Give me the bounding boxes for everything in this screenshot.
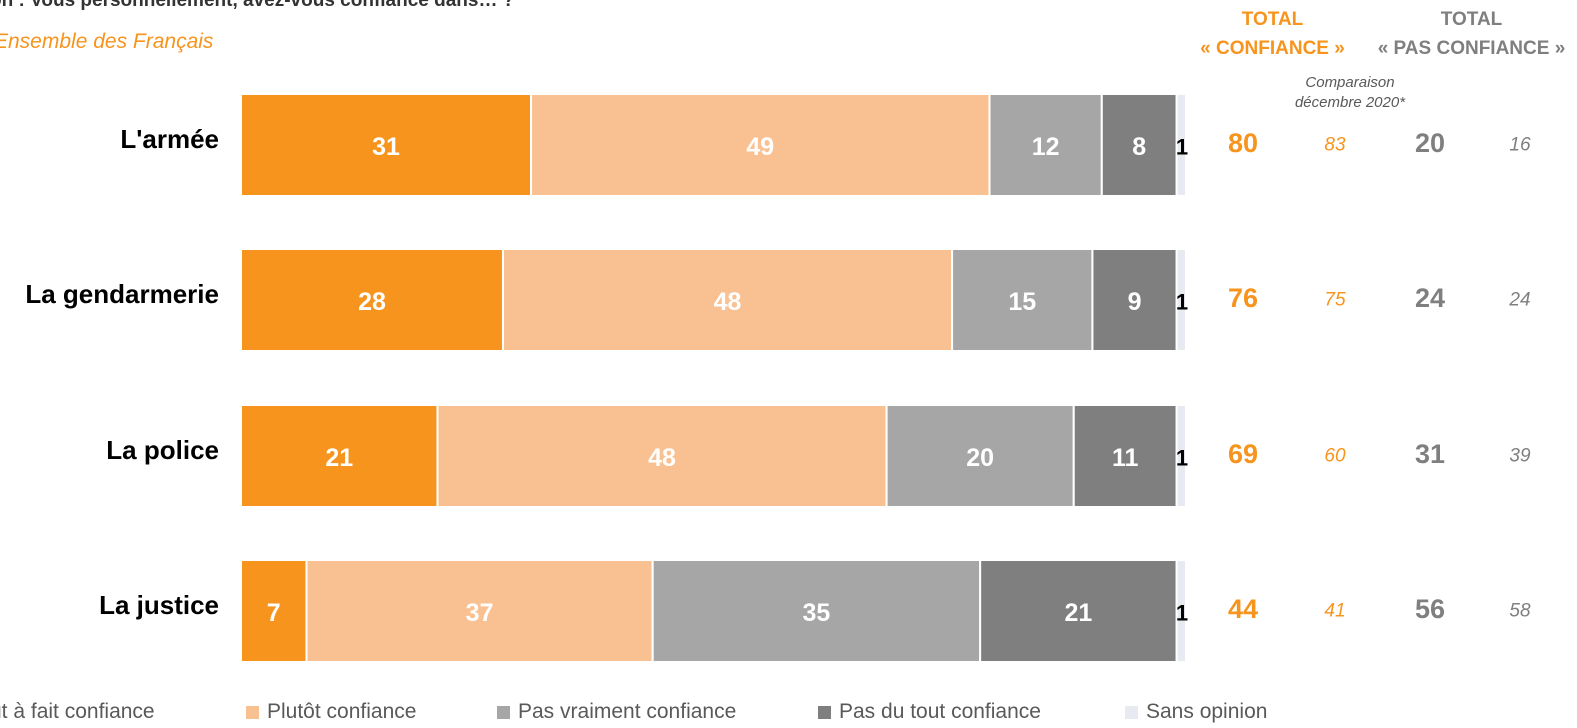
bar-value-label: 8	[1132, 133, 1146, 161]
legend-item: Pas vraiment confiance	[497, 700, 736, 724]
population-subtitle: Ensemble des Français	[0, 30, 214, 53]
total-confiance-header-line1: TOTAL	[1241, 9, 1304, 30]
bar-segment-tout-a-fait	[240, 248, 504, 352]
total-confiance-value: 80	[1228, 128, 1258, 158]
legend-swatch	[497, 705, 510, 719]
bar-segment-pas-vraiment	[988, 93, 1103, 197]
sans-opinion-label: 1	[1176, 601, 1188, 626]
total-pas-confiance-value: 20	[1415, 128, 1445, 158]
bar-value-label: 28	[358, 288, 386, 316]
total-pas-confiance-value: 24	[1415, 283, 1445, 313]
bar-segment-pas-du-tout	[979, 559, 1178, 663]
comparison-confiance-value: 60	[1324, 446, 1346, 467]
total-pas-confiance-value: 31	[1415, 439, 1445, 469]
bar-segment-pas-vraiment	[651, 559, 982, 663]
total-confiance-value: 76	[1228, 283, 1258, 313]
bar-value-label: 11	[1112, 444, 1139, 472]
category-label: L'armée	[120, 124, 219, 154]
bar-segment-pas-du-tout	[1100, 93, 1178, 197]
comparison-header: Comparaison décembre 2020*	[1275, 73, 1425, 113]
total-confiance-value: 44	[1228, 594, 1258, 624]
bar-value-label: 35	[803, 599, 831, 627]
bar-segment-plutot	[436, 404, 888, 508]
bar-value-label: 21	[1064, 599, 1092, 627]
stacked-bar-chart: L'armée 31 49 12 8 1 80 83 20 16 La gendarmerie 28 4…	[25, 93, 1531, 663]
bar-segment-sans-opinion	[1175, 248, 1187, 352]
sans-opinion-label: 1	[1176, 446, 1188, 471]
comparison-confiance-value: 83	[1324, 135, 1346, 156]
bar-segment-pas-vraiment	[951, 248, 1094, 352]
bar-segment-plutot	[530, 93, 991, 197]
comparison-pas-confiance-value: 39	[1509, 446, 1531, 467]
bar-segment-pas-du-tout	[1072, 404, 1178, 508]
total-pas-confiance-header: TOTAL « PAS CONFIANCE »	[1366, 5, 1577, 63]
bar-segment-sans-opinion	[1175, 559, 1187, 663]
bar-value-label: 9	[1128, 288, 1142, 316]
bar-value-label: 48	[714, 288, 742, 316]
bar-value-label: 48	[648, 444, 676, 472]
legend-label: Pas vraiment confiance	[518, 700, 737, 723]
legend-label: Plutôt confiance	[267, 700, 417, 723]
comparison-confiance-value: 75	[1324, 290, 1346, 311]
comparison-pas-confiance-value: 58	[1509, 601, 1531, 622]
comparison-header-line2: décembre 2020*	[1294, 94, 1406, 111]
total-confiance-value: 69	[1228, 439, 1258, 469]
bar-value-label: 7	[267, 599, 281, 627]
comparison-header-line1: Comparaison	[1305, 74, 1395, 91]
legend-swatch	[1125, 705, 1138, 719]
bar-value-label: 20	[966, 444, 994, 472]
total-pas-confiance-header-line1: TOTAL	[1440, 9, 1503, 30]
total-confiance-header-line2: « CONFIANCE »	[1200, 38, 1345, 59]
legend-item: Plutôt confiance	[246, 700, 416, 724]
bar-value-label: 37	[466, 599, 494, 627]
legend-item: ut à fait confiance	[0, 700, 155, 724]
bar-value-label: 15	[1008, 288, 1036, 316]
category-label: La justice	[99, 590, 219, 620]
legend-label: ut à fait confiance	[0, 700, 155, 723]
sans-opinion-label: 1	[1176, 135, 1188, 160]
legend-item: Pas du tout confiance	[818, 700, 1041, 724]
bar-segment-pas-vraiment	[885, 404, 1075, 508]
legend-swatch	[246, 705, 259, 719]
total-pas-confiance-value: 56	[1415, 594, 1445, 624]
legend-item: Sans opinion	[1125, 700, 1267, 724]
sans-opinion-label: 1	[1176, 290, 1188, 315]
legend-label: Sans opinion	[1146, 700, 1268, 723]
bar-value-label: 31	[372, 133, 400, 161]
comparison-pas-confiance-value: 16	[1509, 135, 1531, 156]
comparison-pas-confiance-value: 24	[1508, 290, 1530, 311]
bar-segment-sans-opinion	[1175, 93, 1187, 197]
total-pas-confiance-header-line2: « PAS CONFIANCE »	[1377, 38, 1566, 59]
bar-value-label: 21	[325, 444, 353, 472]
chart-legend: ut à fait confiance Plutôt confiance Pas v…	[0, 700, 1577, 728]
question-text: on : Vous personnellement, avez-vous con…	[0, 0, 515, 11]
bar-value-label: 49	[746, 133, 774, 161]
bar-segment-tout-a-fait	[240, 93, 533, 197]
bar-value-label: 12	[1032, 133, 1060, 161]
total-confiance-header: TOTAL « CONFIANCE »	[1190, 5, 1355, 63]
category-label: La police	[106, 435, 219, 465]
legend-swatch	[818, 705, 831, 719]
legend-label: Pas du tout confiance	[839, 700, 1041, 723]
comparison-confiance-value: 41	[1324, 601, 1345, 622]
category-label: La gendarmerie	[25, 279, 219, 309]
bar-segment-tout-a-fait	[240, 404, 439, 508]
bar-segment-sans-opinion	[1175, 404, 1187, 508]
